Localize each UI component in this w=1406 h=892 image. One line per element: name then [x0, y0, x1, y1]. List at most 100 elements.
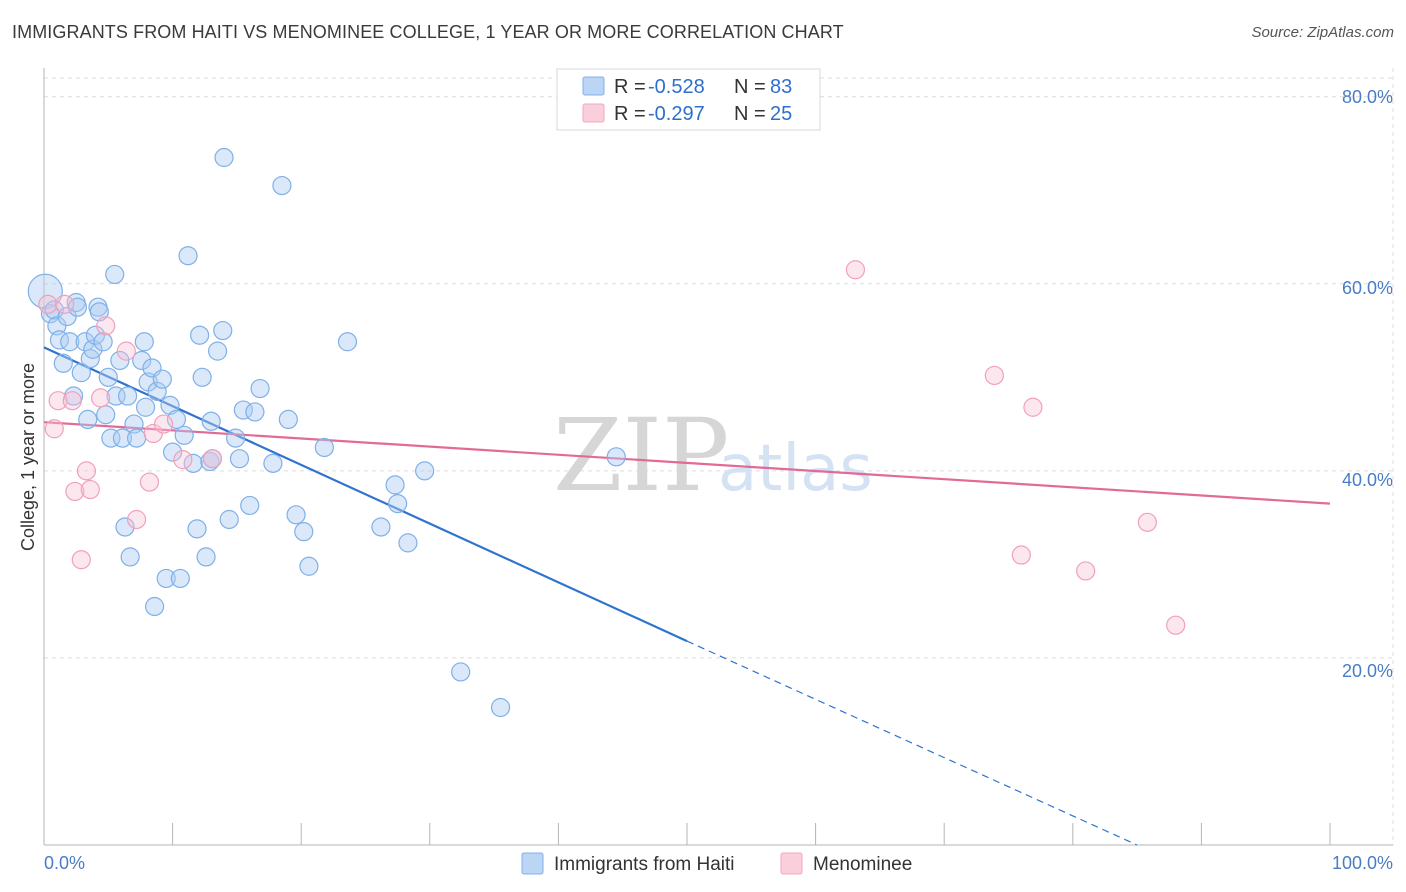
point-haiti-28	[117, 386, 138, 406]
y-tick-label-40: 40.0%	[1342, 470, 1393, 490]
point-haiti-74	[385, 475, 405, 495]
point-haiti-57	[214, 147, 234, 168]
point-haiti-20	[96, 405, 116, 425]
chart-title: IMMIGRANTS FROM HAITI VS MENOMINEE COLLE…	[12, 22, 844, 42]
point-menominee-2	[48, 391, 68, 411]
series-legend-label-haiti: Immigrants from Haiti	[554, 854, 735, 875]
point-haiti-73	[371, 517, 391, 537]
point-haiti-52	[200, 451, 220, 472]
point-haiti-63	[245, 402, 265, 422]
legend-swatch-pink	[582, 103, 605, 123]
point-haiti-77	[415, 461, 435, 481]
point-menominee-3	[54, 294, 75, 314]
legend-n-label-1: N =	[734, 76, 766, 98]
point-menominee-23	[1166, 615, 1186, 635]
y-tick-label-80: 80.0%	[1342, 87, 1393, 107]
point-menominee-20	[1011, 545, 1031, 565]
point-menominee-11	[116, 341, 136, 361]
point-haiti-44	[170, 568, 190, 589]
y-tick-label-60: 60.0%	[1342, 278, 1393, 298]
point-menominee-9	[90, 388, 111, 408]
point-haiti-51	[196, 547, 216, 567]
y-axis-title: College, 1 year or more	[18, 363, 38, 551]
point-haiti-13	[78, 409, 98, 430]
point-haiti-70	[299, 556, 319, 576]
point-haiti-72	[337, 332, 358, 352]
point-haiti-7	[60, 332, 80, 352]
point-haiti-67	[278, 409, 298, 430]
legend-r-value-2: -0.297	[648, 103, 705, 125]
x-tick-label-min: 0.0%	[44, 853, 85, 873]
point-haiti-56	[213, 320, 233, 341]
point-menominee-12	[126, 509, 147, 530]
y-tick-labels: 20.0% 40.0% 60.0% 80.0%	[1342, 87, 1393, 681]
series-legend: Immigrants from Haiti Menominee	[521, 852, 912, 875]
point-haiti-43	[166, 409, 187, 430]
trend-line-menominee	[43, 421, 1331, 505]
point-menominee-22	[1076, 561, 1096, 581]
point-haiti-62	[240, 495, 260, 516]
point-haiti-55	[208, 341, 228, 361]
x-tick-label-max: 100.0%	[1332, 853, 1393, 873]
point-haiti-53	[201, 411, 221, 431]
point-haiti-60	[229, 449, 250, 469]
point-haiti-5	[53, 353, 73, 373]
trend-lines	[43, 346, 1331, 846]
legend-n-value-2: 25	[770, 103, 792, 125]
point-menominee-19	[984, 365, 1004, 386]
point-haiti-33	[134, 332, 154, 352]
point-menominee-0	[38, 294, 58, 314]
legend-r-label-1: R =	[614, 76, 646, 98]
point-haiti-49	[190, 325, 210, 345]
series-legend-swatch-haiti	[521, 852, 544, 875]
point-haiti-78	[451, 662, 471, 682]
point-haiti-69	[294, 522, 314, 542]
point-menominee-4	[62, 391, 82, 411]
point-menominee-15	[153, 414, 174, 434]
point-haiti-18	[89, 302, 109, 322]
point-haiti-30	[124, 414, 144, 434]
data-points	[27, 147, 1186, 718]
point-menominee-13	[139, 472, 160, 492]
point-haiti-39	[152, 369, 172, 389]
point-haiti-48	[187, 519, 207, 539]
point-haiti-31	[126, 428, 147, 448]
point-haiti-15	[83, 339, 103, 359]
point-haiti-22	[101, 428, 121, 448]
point-haiti-41	[160, 395, 180, 415]
point-haiti-37	[144, 596, 165, 617]
point-haiti-21	[98, 367, 118, 387]
trend-line-haiti	[43, 346, 688, 643]
point-haiti-80	[606, 447, 626, 467]
point-haiti-76	[398, 533, 418, 553]
point-haiti-50	[192, 367, 212, 387]
point-haiti-34	[135, 397, 156, 417]
point-menominee-21	[1023, 397, 1043, 417]
point-haiti-58	[219, 509, 239, 530]
point-menominee-7	[76, 461, 97, 481]
point-menominee-17	[202, 449, 223, 469]
chart-source: Source: ZipAtlas.com	[1251, 24, 1394, 41]
legend-r-label-2: R =	[614, 103, 646, 125]
point-haiti-79	[490, 697, 511, 718]
point-haiti-42	[163, 442, 183, 462]
point-haiti-64	[250, 378, 270, 399]
point-menominee-5	[65, 481, 85, 502]
axes	[43, 68, 1393, 846]
trend-line-haiti-extension	[686, 640, 1138, 846]
point-haiti-75	[388, 493, 408, 514]
point-haiti-38	[147, 381, 167, 401]
point-menominee-1	[44, 419, 64, 439]
legend-n-label-2: N =	[734, 103, 766, 125]
point-haiti-59	[226, 428, 246, 448]
point-menominee-8	[80, 479, 100, 500]
point-haiti-47	[183, 453, 203, 473]
point-haiti-66	[272, 175, 292, 196]
point-haiti-68	[286, 505, 306, 525]
legend-n-value-1: 83	[770, 76, 792, 98]
correlation-legend: R = -0.528 N = 83 R = -0.297 N = 25	[556, 68, 821, 131]
point-menominee-24	[1137, 512, 1157, 532]
point-haiti-24	[106, 386, 126, 406]
legend-swatch-blue	[582, 76, 605, 96]
